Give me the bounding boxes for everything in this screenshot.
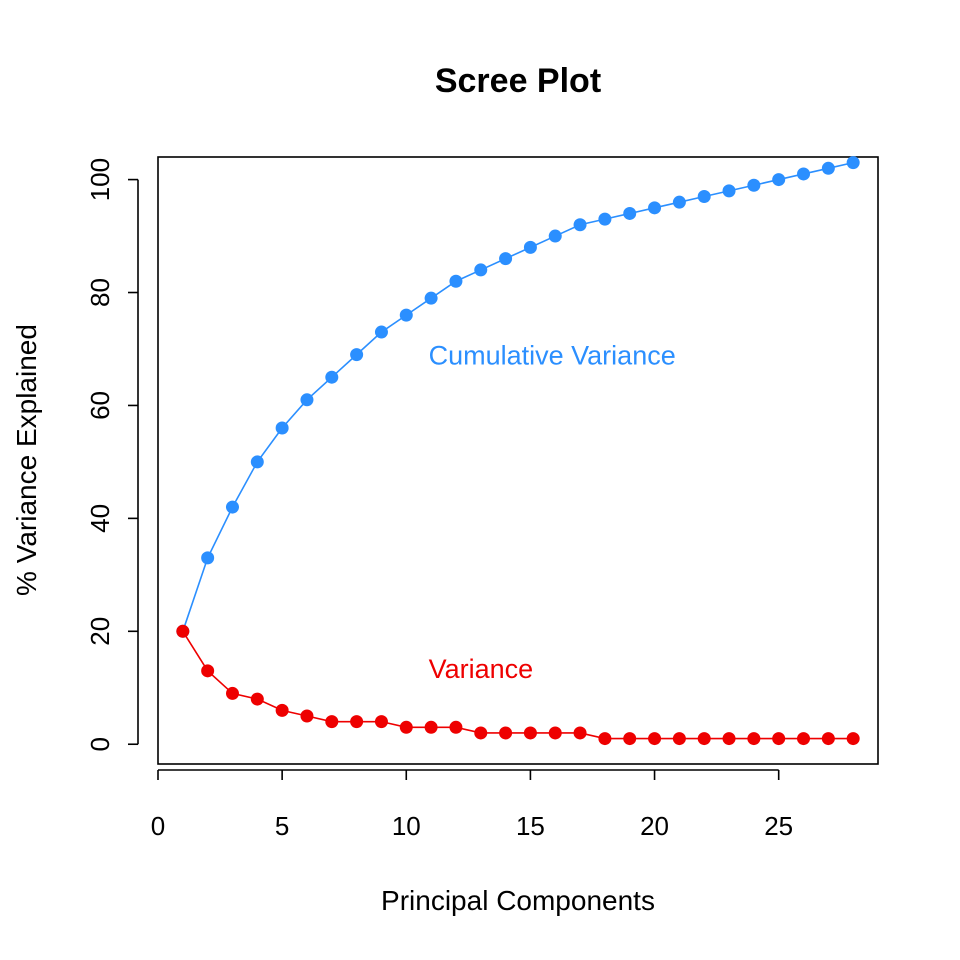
y-tick-label: 40 xyxy=(85,504,115,533)
variance-point xyxy=(623,732,637,746)
cumulative-variance-point xyxy=(499,252,513,266)
variance-point xyxy=(499,726,513,740)
variance-point xyxy=(399,720,413,734)
cumulative-variance-point xyxy=(598,212,612,226)
variance-point xyxy=(573,726,587,740)
annotation-label: Cumulative Variance xyxy=(429,341,676,371)
cumulative-variance-point xyxy=(449,274,463,288)
cumulative-variance-point xyxy=(374,325,388,339)
cumulative-variance-point xyxy=(350,348,364,362)
cumulative-variance-point xyxy=(772,173,786,187)
cumulative-variance-point xyxy=(399,308,413,322)
cumulative-variance-point xyxy=(275,421,289,435)
variance-point xyxy=(374,715,388,729)
cumulative-variance-point xyxy=(300,393,314,407)
variance-point xyxy=(722,732,736,746)
cumulative-variance-point xyxy=(722,184,736,198)
variance-point xyxy=(250,692,264,706)
x-tick-label: 10 xyxy=(392,811,421,841)
cumulative-variance-point xyxy=(424,291,438,305)
variance-point xyxy=(523,726,537,740)
cumulative-variance-point xyxy=(201,551,215,565)
cumulative-variance-point xyxy=(821,161,835,175)
cumulative-variance-point xyxy=(697,190,711,204)
series-layer xyxy=(176,156,860,746)
cumulative-variance-point xyxy=(573,218,587,232)
cumulative-variance-point xyxy=(474,263,488,277)
variance-line xyxy=(182,630,854,740)
variance-point xyxy=(548,726,562,740)
variance-series xyxy=(176,624,860,746)
variance-point xyxy=(697,732,711,746)
plot-area-frame xyxy=(157,156,879,765)
variance-point xyxy=(449,720,463,734)
x-tick-label: 15 xyxy=(516,811,545,841)
y-tick-label: 100 xyxy=(85,158,115,201)
y-axis-title: % Variance Explained xyxy=(11,324,42,596)
variance-point xyxy=(598,732,612,746)
cumulative-variance-point xyxy=(250,455,264,469)
cumulative-variance-point xyxy=(797,167,811,181)
x-axis: 0 5 10 15 20 25 xyxy=(151,769,793,841)
x-tick-label: 0 xyxy=(151,811,165,841)
x-axis-title: Principal Components xyxy=(381,885,655,916)
variance-point xyxy=(797,732,811,746)
cumulative-variance-point xyxy=(523,240,537,254)
chart-title: Scree Plot xyxy=(435,62,601,100)
y-tick-label: 60 xyxy=(85,391,115,420)
annotation-layer: Cumulative Variance Variance xyxy=(429,341,676,684)
variance-point xyxy=(821,732,835,746)
variance-point xyxy=(325,715,339,729)
variance-point xyxy=(648,732,662,746)
variance-point xyxy=(424,720,438,734)
variance-point xyxy=(275,703,289,717)
annotation-label: Variance xyxy=(429,654,534,684)
variance-point xyxy=(225,686,239,700)
cumulative-variance-point xyxy=(648,201,662,215)
y-tick-label: 80 xyxy=(85,278,115,307)
cumulative-variance-point xyxy=(623,206,637,220)
variance-point xyxy=(176,624,190,638)
cumulative-variance-point xyxy=(672,195,686,209)
variance-point xyxy=(474,726,488,740)
y-tick-label: 20 xyxy=(85,617,115,646)
y-axis: 0 20 40 60 80 100 xyxy=(85,158,139,751)
cumulative-variance-series xyxy=(176,156,860,638)
cumulative-variance-point xyxy=(747,178,761,192)
variance-point xyxy=(747,732,761,746)
cumulative-variance-point xyxy=(225,500,239,514)
x-tick-label: 25 xyxy=(764,811,793,841)
cumulative-variance-line xyxy=(182,161,854,632)
cumulative-variance-point xyxy=(548,229,562,243)
cumulative-variance-point xyxy=(846,156,860,170)
variance-point xyxy=(672,732,686,746)
x-tick-label: 5 xyxy=(275,811,289,841)
variance-point xyxy=(772,732,786,746)
variance-point xyxy=(846,732,860,746)
x-tick-label: 20 xyxy=(640,811,669,841)
cumulative-variance-point xyxy=(325,370,339,384)
y-tick-label: 0 xyxy=(85,737,115,751)
variance-point xyxy=(201,664,215,678)
variance-point xyxy=(350,715,364,729)
variance-point xyxy=(300,709,314,723)
